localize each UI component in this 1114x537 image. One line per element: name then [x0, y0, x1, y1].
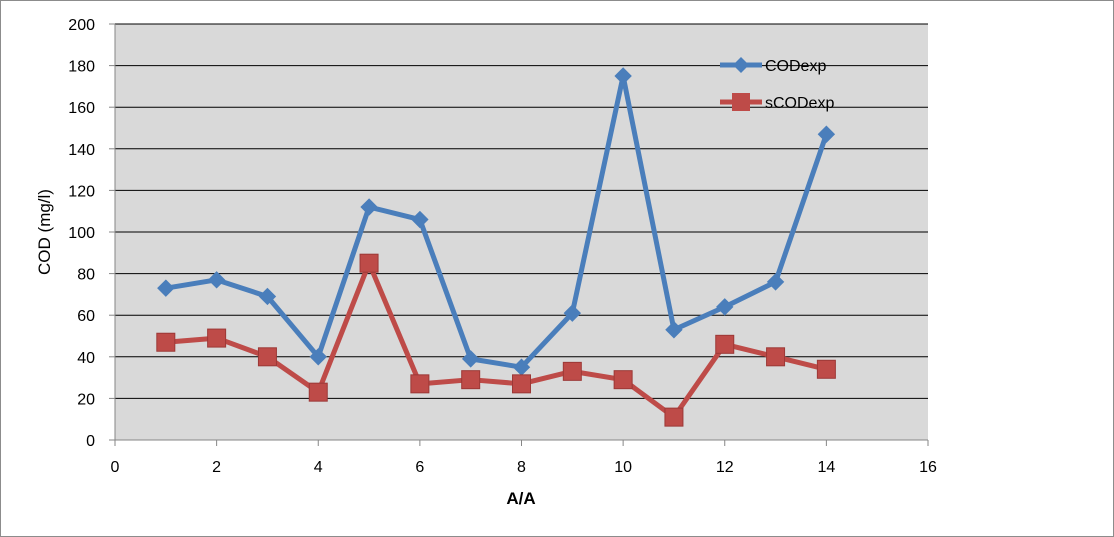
data-point: [207, 271, 226, 289]
y-axis-title: COD (mg/l): [35, 189, 54, 275]
data-point: [563, 304, 582, 322]
y-tick-label: 180: [68, 59, 95, 76]
y-tick-label: 60: [77, 308, 95, 325]
y-tick-label: 40: [77, 350, 95, 367]
data-point: [766, 347, 786, 367]
data-point: [257, 347, 277, 367]
data-point: [512, 374, 531, 394]
data-point: [816, 359, 836, 379]
x-tick-label: 2: [212, 459, 221, 476]
y-tick-label: 20: [77, 391, 95, 408]
axes: [109, 23, 929, 446]
x-axis-title: A/A: [506, 489, 535, 508]
x-tick-label: 10: [614, 459, 632, 476]
x-tick-label: 6: [415, 459, 424, 476]
data-point: [360, 198, 378, 216]
x-tick-label: 8: [517, 459, 526, 476]
data-point: [207, 328, 227, 348]
x-tick-labels: 0 2 4 6 8 10 12 14 16: [111, 459, 937, 476]
y-tick-label: 100: [68, 225, 95, 242]
gridlines: [115, 23, 928, 399]
y-tick-label: 0: [86, 433, 95, 450]
data-point: [157, 279, 175, 297]
series-group: [156, 67, 836, 427]
data-point: [766, 273, 785, 291]
x-tick-label: 0: [111, 459, 120, 476]
data-point: [410, 374, 430, 394]
y-tick-label: 160: [68, 100, 95, 117]
data-point: [461, 350, 480, 368]
y-tick-label: 120: [68, 183, 95, 200]
data-point: [156, 332, 176, 352]
x-tick-label: 16: [919, 459, 937, 476]
data-point: [461, 370, 481, 390]
legend: CODexp sCODexp: [720, 57, 834, 112]
data-point: [562, 361, 582, 381]
data-point: [716, 298, 734, 316]
data-point: [715, 334, 735, 354]
data-point: [309, 348, 327, 366]
legend-label: sCODexp: [765, 95, 834, 112]
y-tick-label: 140: [68, 142, 95, 159]
data-point: [665, 321, 683, 339]
data-point: [664, 407, 684, 427]
y-tick-label: 80: [77, 267, 95, 284]
x-tick-label: 14: [817, 459, 835, 476]
data-point: [258, 287, 277, 306]
data-point: [308, 382, 328, 402]
legend-marker: [732, 93, 750, 111]
data-point: [614, 67, 632, 85]
data-point: [613, 370, 633, 390]
legend-label: CODexp: [765, 58, 826, 75]
data-point: [411, 210, 429, 229]
y-tick-labels: 0 20 40 60 80 100 120 140 160 180 200: [68, 17, 95, 450]
y-tick-label: 200: [68, 17, 95, 34]
legend-marker: [733, 57, 749, 73]
series-line-CODexp: [163, 73, 829, 370]
data-point: [359, 253, 379, 273]
x-tick-label: 12: [716, 459, 734, 476]
x-tick-label: 4: [314, 459, 323, 476]
data-point: [817, 125, 836, 143]
